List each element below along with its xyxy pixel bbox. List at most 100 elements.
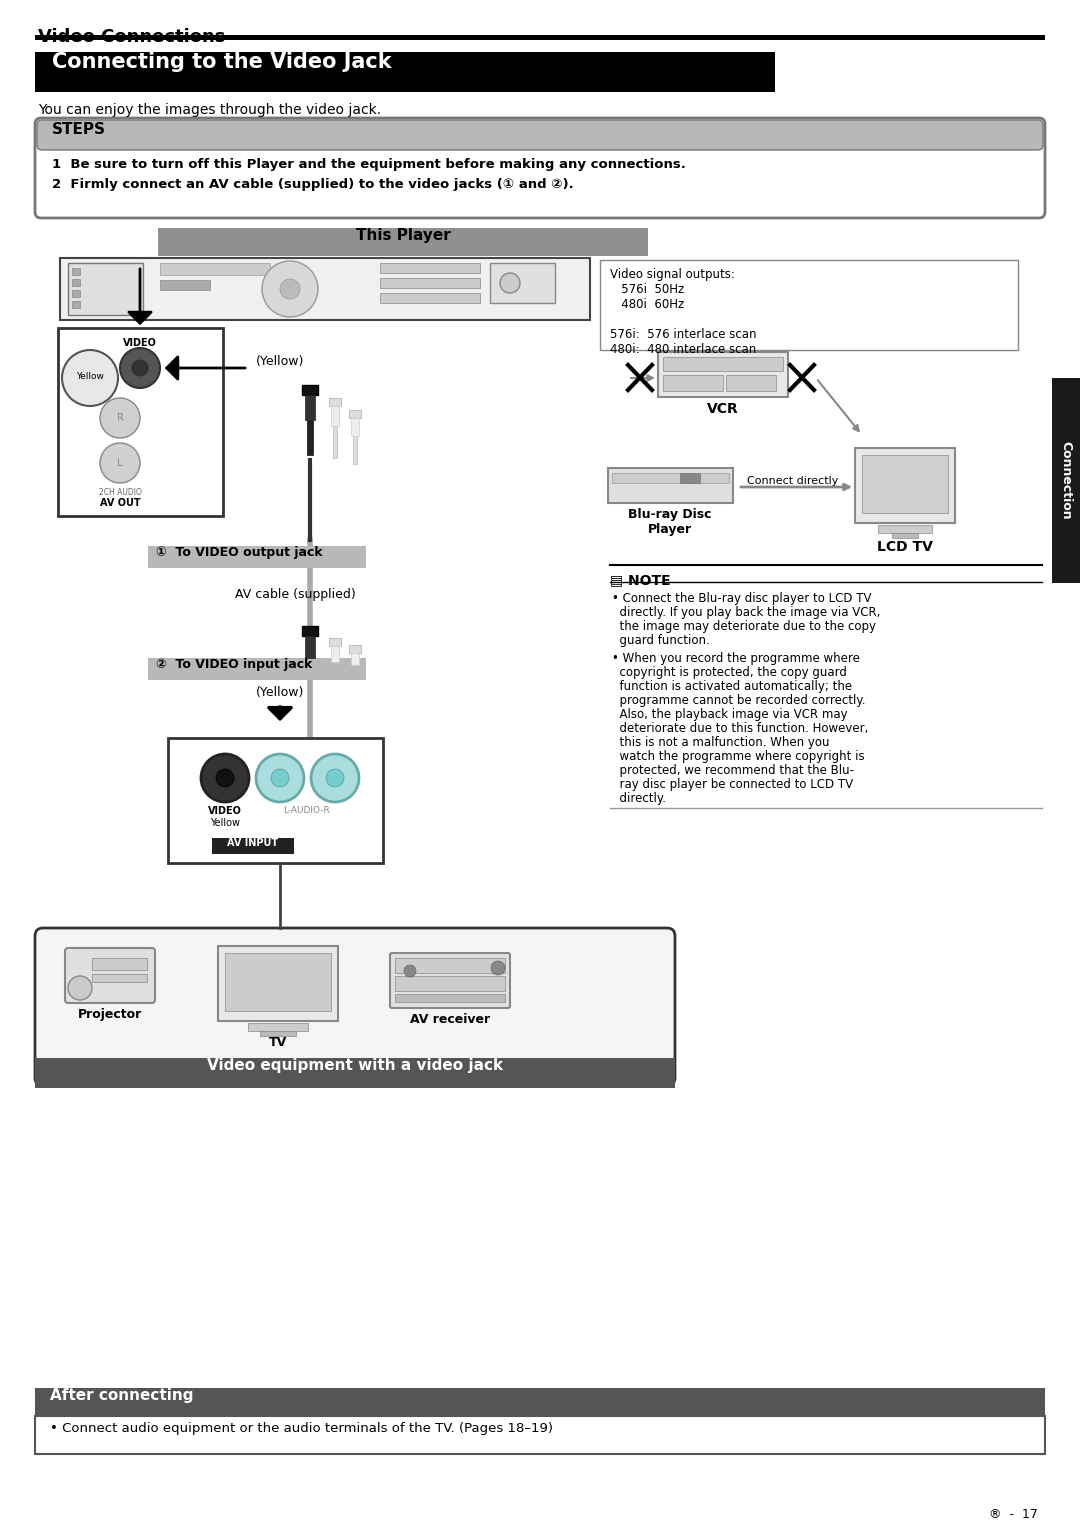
Text: Connect directly: Connect directly: [747, 476, 839, 486]
Bar: [92, 958, 147, 970]
Text: guard function.: guard function.: [612, 634, 710, 647]
Bar: [395, 976, 505, 991]
Text: AV INPUT: AV INPUT: [228, 838, 279, 849]
Text: ②  To VIDEO input jack: ② To VIDEO input jack: [156, 659, 312, 671]
Bar: [168, 738, 383, 863]
Circle shape: [216, 769, 234, 787]
Text: Yellow: Yellow: [76, 372, 104, 381]
Bar: [663, 375, 723, 391]
Circle shape: [280, 279, 300, 299]
Circle shape: [256, 754, 303, 801]
Text: AV cable (supplied): AV cable (supplied): [234, 588, 355, 601]
Bar: [333, 426, 337, 458]
Bar: [351, 418, 359, 437]
FancyBboxPatch shape: [35, 118, 1045, 218]
Bar: [349, 411, 361, 418]
Bar: [380, 264, 480, 273]
Bar: [302, 385, 318, 395]
Text: After connecting: After connecting: [50, 1388, 193, 1403]
Text: 2  Firmly connect an AV cable (supplied) to the video jacks (① and ②).: 2 Firmly connect an AV cable (supplied) …: [52, 178, 573, 192]
Bar: [305, 636, 315, 659]
Text: VIDEO: VIDEO: [208, 806, 242, 817]
Circle shape: [68, 976, 92, 1000]
Text: • Connect the Blu-ray disc player to LCD TV: • Connect the Blu-ray disc player to LCD…: [612, 591, 872, 605]
Text: VIDEO: VIDEO: [123, 339, 157, 348]
Circle shape: [500, 273, 519, 293]
Text: AV receiver: AV receiver: [410, 1013, 490, 1026]
Text: (Yellow): (Yellow): [256, 355, 305, 368]
Text: L: L: [118, 458, 123, 467]
Text: this is not a malfunction. When you: this is not a malfunction. When you: [612, 735, 829, 749]
Bar: [862, 455, 948, 513]
Bar: [855, 447, 955, 522]
Text: deteriorate due to this function. However,: deteriorate due to this function. Howeve…: [612, 722, 868, 735]
Circle shape: [326, 769, 345, 787]
Bar: [35, 1388, 1045, 1416]
Bar: [612, 473, 729, 483]
Text: Yellow: Yellow: [210, 818, 240, 827]
Text: Video Connections: Video Connections: [38, 28, 226, 46]
Circle shape: [62, 349, 118, 406]
Bar: [329, 637, 341, 647]
Circle shape: [201, 754, 249, 801]
Bar: [380, 293, 480, 303]
Text: ray disc player be connected to LCD TV: ray disc player be connected to LCD TV: [612, 778, 853, 791]
Bar: [92, 974, 147, 982]
Circle shape: [311, 754, 359, 801]
Text: ▤ NOTE: ▤ NOTE: [610, 573, 671, 587]
Bar: [225, 953, 330, 1011]
Bar: [395, 994, 505, 1002]
Bar: [72, 268, 80, 276]
Bar: [160, 280, 210, 290]
Circle shape: [120, 348, 160, 388]
Text: ®  -  17: ® - 17: [989, 1507, 1038, 1521]
Bar: [72, 300, 80, 308]
Bar: [35, 1059, 675, 1088]
Bar: [307, 659, 313, 666]
Bar: [58, 328, 222, 516]
Bar: [35, 52, 775, 92]
Text: You can enjoy the images through the video jack.: You can enjoy the images through the vid…: [38, 103, 381, 116]
Bar: [663, 357, 783, 371]
Bar: [72, 279, 80, 286]
Bar: [248, 1023, 308, 1031]
Text: (Yellow): (Yellow): [256, 686, 305, 699]
Text: Projector: Projector: [78, 1008, 143, 1020]
Text: STEPS: STEPS: [52, 123, 106, 136]
Text: This Player: This Player: [355, 228, 450, 244]
Text: protected, we recommend that the Blu-: protected, we recommend that the Blu-: [612, 764, 854, 777]
Bar: [680, 473, 700, 483]
Bar: [608, 467, 733, 502]
Bar: [395, 958, 505, 973]
Text: programme cannot be recorded correctly.: programme cannot be recorded correctly.: [612, 694, 865, 706]
Text: Also, the playback image via VCR may: Also, the playback image via VCR may: [612, 708, 848, 722]
Text: L-AUDIO-R: L-AUDIO-R: [284, 806, 330, 815]
Text: the image may deteriorate due to the copy: the image may deteriorate due to the cop…: [612, 620, 876, 633]
Text: Connecting to the Video Jack: Connecting to the Video Jack: [52, 52, 392, 72]
Bar: [1052, 378, 1080, 584]
Text: • When you record the programme where: • When you record the programme where: [612, 653, 860, 665]
Bar: [380, 277, 480, 288]
Text: Blu-ray Disc
Player: Blu-ray Disc Player: [629, 509, 712, 536]
Bar: [35, 1416, 1045, 1454]
FancyBboxPatch shape: [35, 928, 675, 1086]
Bar: [218, 945, 338, 1020]
Circle shape: [491, 961, 505, 974]
Bar: [305, 395, 315, 420]
Bar: [60, 257, 590, 320]
Bar: [260, 1031, 296, 1036]
Circle shape: [404, 965, 416, 977]
FancyBboxPatch shape: [37, 119, 1043, 150]
Bar: [148, 659, 366, 680]
Bar: [353, 437, 357, 464]
Bar: [212, 838, 294, 853]
Text: • Connect audio equipment or the audio terminals of the TV. (Pages 18–19): • Connect audio equipment or the audio t…: [50, 1422, 553, 1435]
Bar: [726, 375, 777, 391]
Bar: [302, 627, 318, 636]
Circle shape: [271, 769, 289, 787]
Text: Connection: Connection: [1059, 441, 1072, 519]
Bar: [160, 264, 270, 276]
Bar: [351, 653, 359, 665]
Circle shape: [132, 360, 148, 375]
Text: watch the programme where copyright is: watch the programme where copyright is: [612, 751, 865, 763]
